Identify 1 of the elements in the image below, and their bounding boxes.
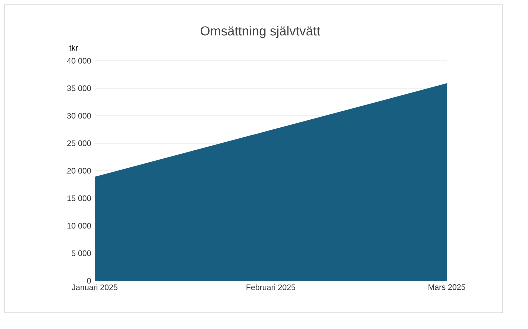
chart-title: Omsättning självtvätt — [200, 26, 320, 38]
